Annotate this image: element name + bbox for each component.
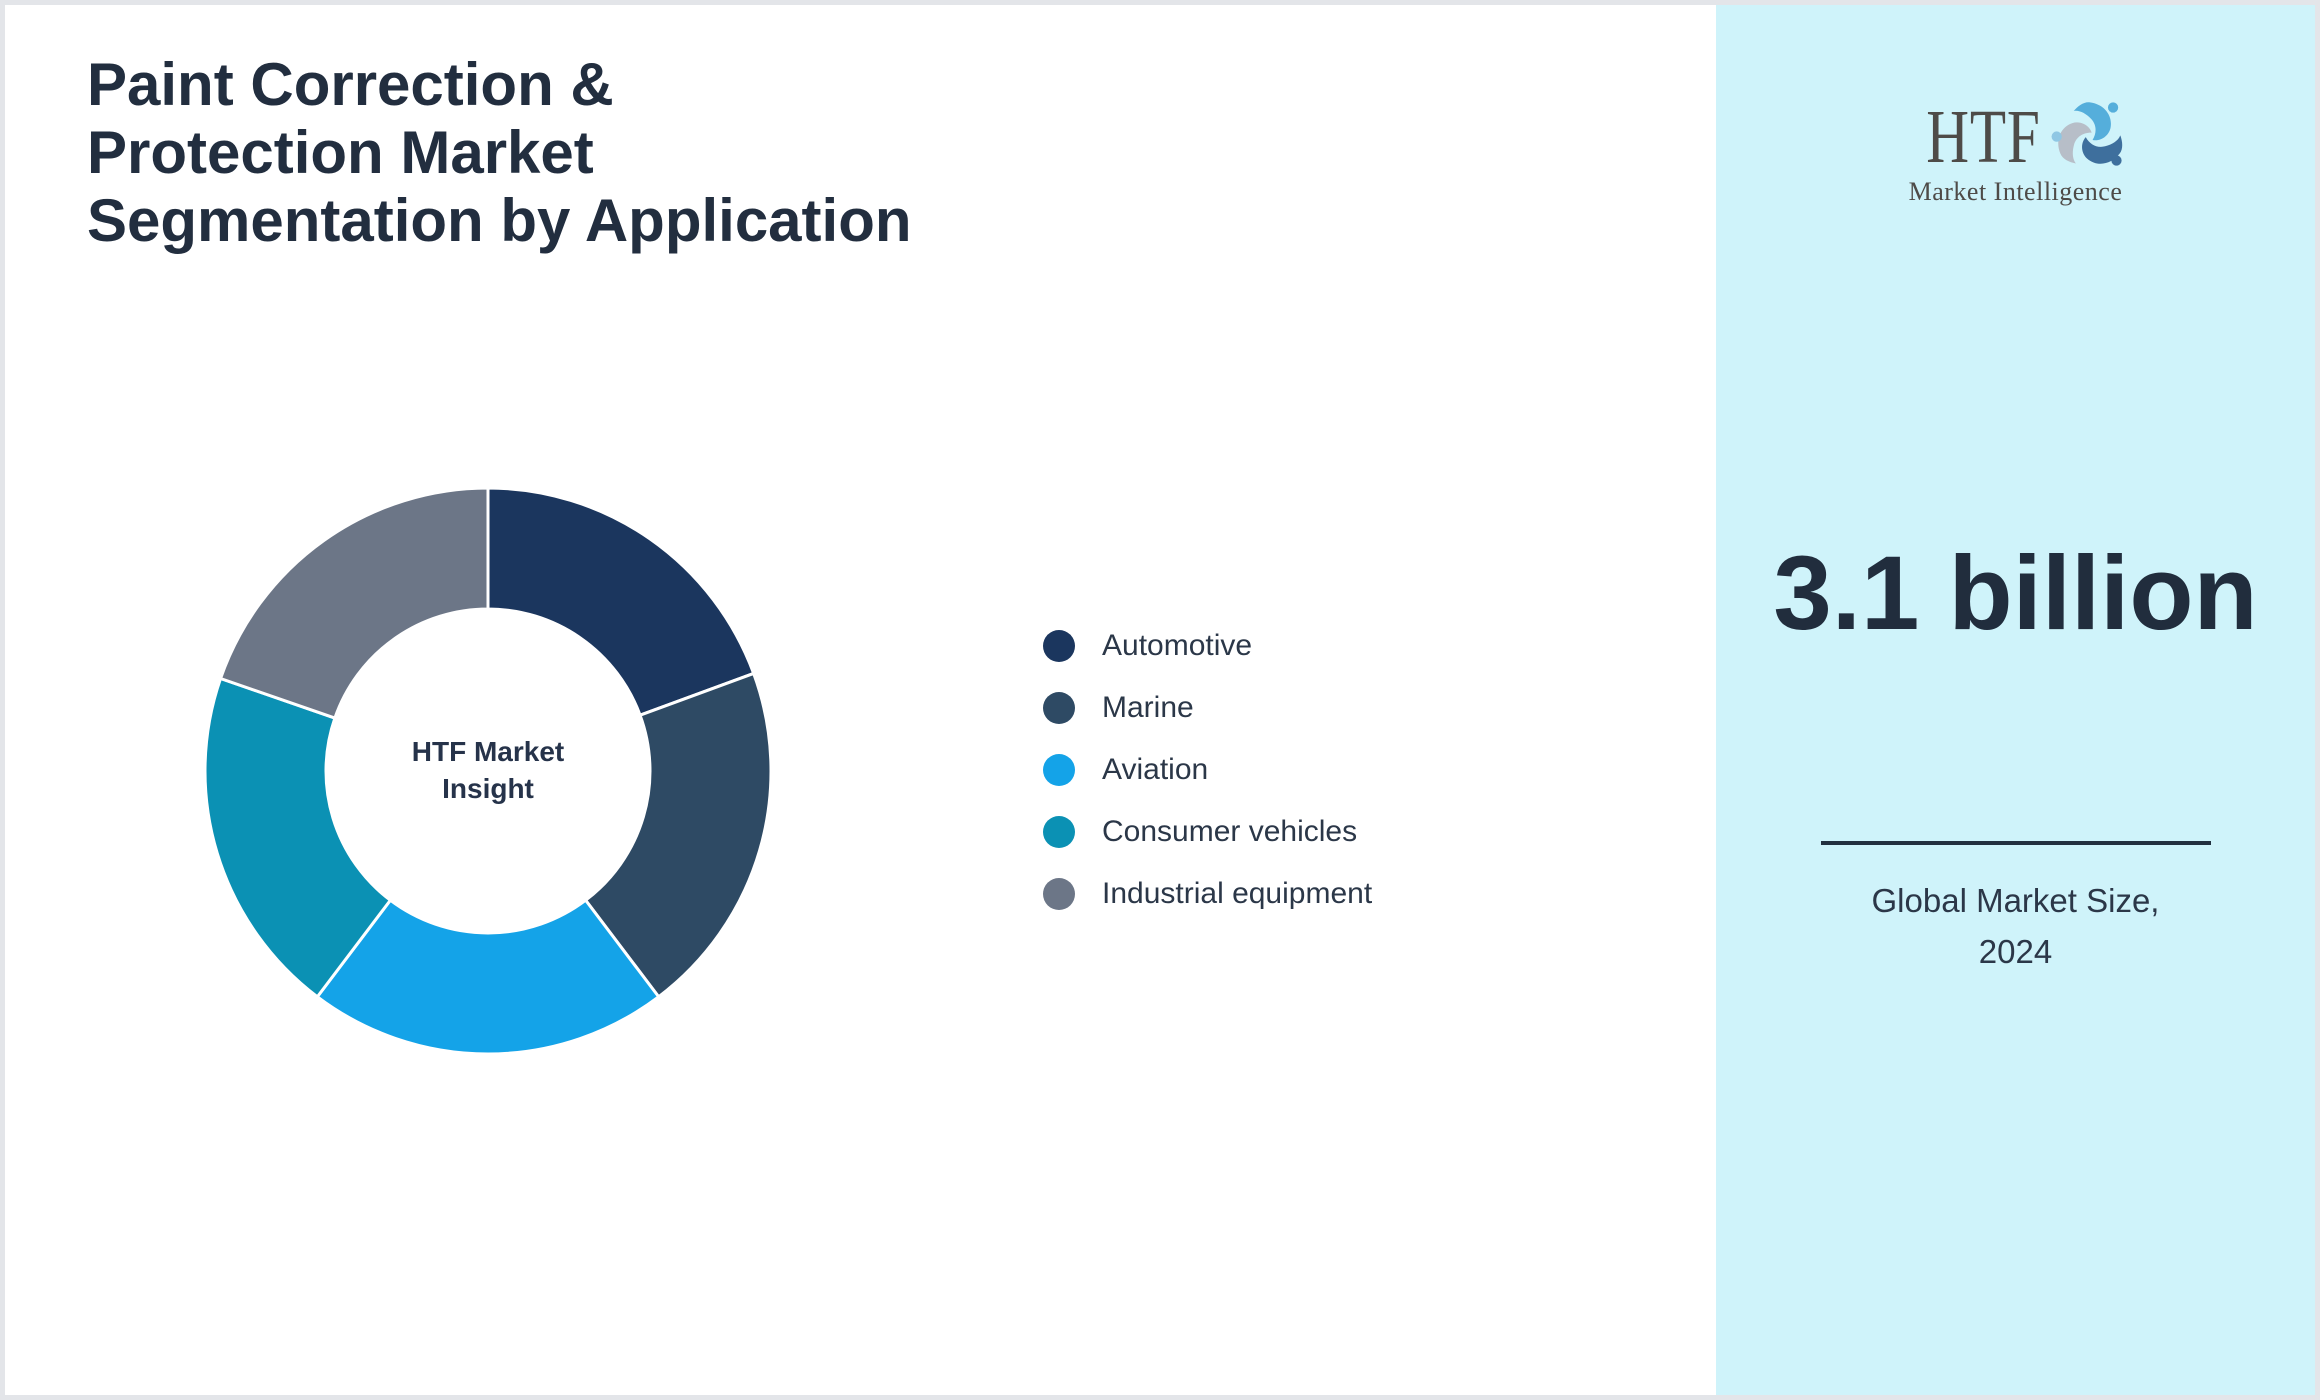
three-dolphins-icon xyxy=(2051,102,2123,166)
market-size-value: 3.1 billion xyxy=(1773,535,2258,652)
legend-label: Aviation xyxy=(1102,753,1209,786)
legend-item: Aviation xyxy=(1043,739,1372,801)
legend-swatch-automotive xyxy=(1043,630,1075,662)
donut-segment-industrial-equipment xyxy=(219,486,490,720)
brand-logo-subtitle: Market Intelligence xyxy=(1908,177,2123,206)
donut-segment-aviation xyxy=(315,898,661,1056)
donut-center-label: HTF Market Insight xyxy=(411,736,565,804)
legend-label: Automotive xyxy=(1102,629,1253,662)
legend-label: Consumer vehicles xyxy=(1102,815,1358,848)
legend-swatch-industrial-equipment xyxy=(1043,878,1075,910)
legend-item: Consumer vehicles xyxy=(1043,801,1372,863)
legend-swatch-marine xyxy=(1043,692,1075,724)
divider-line xyxy=(1820,841,2211,845)
legend-item: Marine xyxy=(1043,677,1372,739)
legend: Automotive Marine Aviation Consumer vehicle… xyxy=(1043,615,1372,925)
donut-chart: HTF Market Insight xyxy=(203,486,773,1056)
donut-segment-automotive xyxy=(486,486,756,717)
legend-label: Marine xyxy=(1102,691,1194,724)
legend-swatch-aviation xyxy=(1043,754,1075,786)
brand-logo: HTF Market Intelligence xyxy=(1716,85,2315,207)
page-title: Paint Correction & Protection Market Seg… xyxy=(87,51,912,254)
brand-logo-row: HTF xyxy=(1716,85,2315,183)
legend-item: Automotive xyxy=(1043,615,1372,677)
legend-swatch-consumer-vehicles xyxy=(1043,816,1075,848)
sidebar: HTF Market Intelligence 3.1 billion Glob… xyxy=(1716,5,2315,1395)
legend-item: Industrial equipment xyxy=(1043,863,1372,925)
donut-svg xyxy=(203,486,773,1056)
market-size-caption: Global Market Size, 2024 xyxy=(1871,882,2160,971)
donut-segment-marine xyxy=(584,671,773,999)
brand-logo-htf-text: HTF xyxy=(1926,95,2041,179)
donut-segment-consumer-vehicles xyxy=(203,676,392,999)
legend-label: Industrial equipment xyxy=(1102,877,1373,910)
